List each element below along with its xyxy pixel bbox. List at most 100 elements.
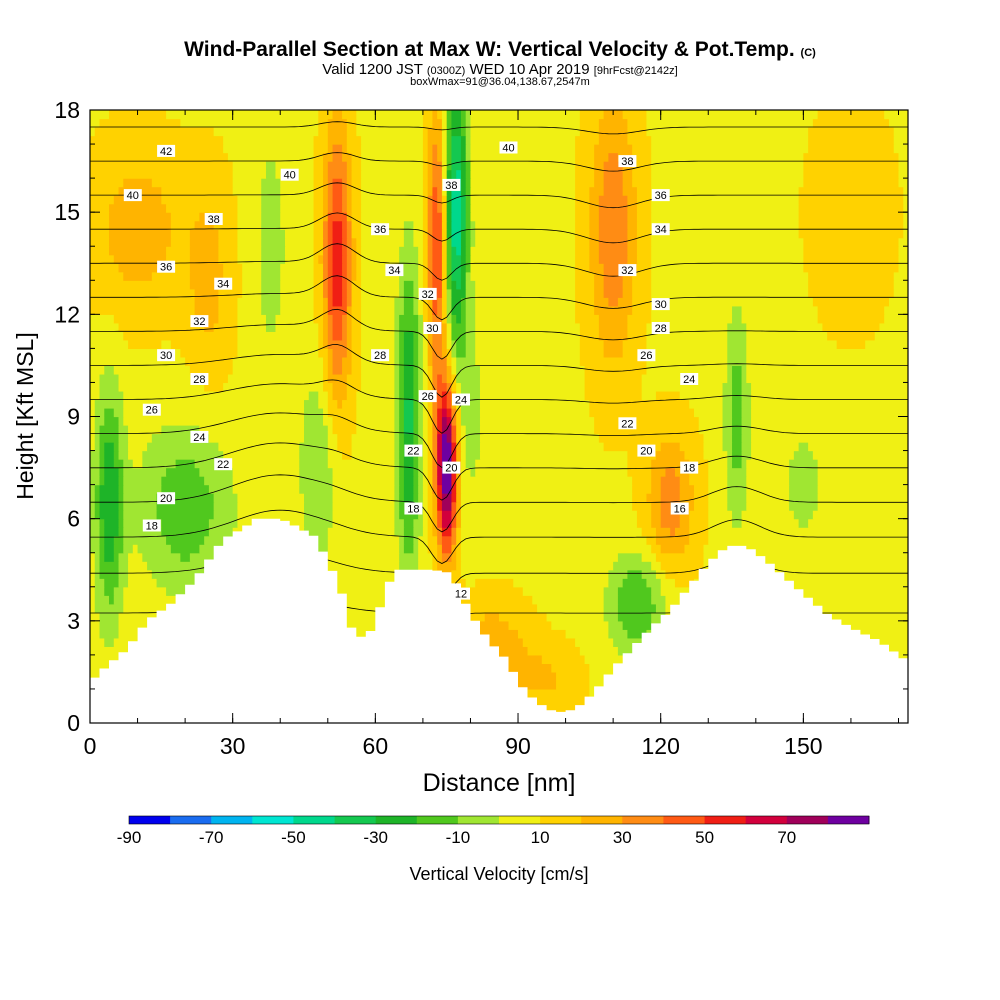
velocity-cell: [475, 331, 581, 341]
velocity-cell: [441, 339, 448, 349]
velocity-cell: [399, 271, 419, 281]
velocity-cell: [693, 578, 908, 588]
velocity-cell: [598, 220, 628, 230]
velocity-cell: [284, 237, 315, 247]
velocity-cell: [603, 280, 624, 290]
velocity-cell: [113, 450, 120, 460]
velocity-cell: [584, 373, 643, 384]
velocity-cell: [622, 271, 633, 281]
velocity-cell: [727, 348, 747, 358]
velocity-cell: [90, 612, 101, 622]
velocity-cell: [460, 246, 467, 256]
velocity-cell: [589, 407, 695, 418]
velocity-cell: [465, 263, 472, 273]
velocity-cell: [299, 467, 334, 477]
velocity-cell: [332, 356, 343, 367]
svg-text:16: 16: [674, 504, 686, 516]
velocity-cell: [460, 433, 467, 443]
velocity-cell: [427, 212, 434, 222]
velocity-cell: [660, 561, 705, 571]
velocity-cell: [475, 314, 576, 324]
velocity-cell: [636, 237, 652, 247]
velocity-cell: [732, 373, 743, 384]
velocity-cell: [351, 195, 362, 205]
velocity-cell: [156, 510, 215, 520]
velocity-cell: [342, 203, 348, 213]
velocity-cell: [451, 493, 457, 503]
velocity-cell: [166, 254, 191, 264]
velocity-cell: [741, 373, 747, 384]
velocity-cell: [237, 348, 319, 358]
velocity-cell: [432, 229, 443, 239]
velocity-cell: [313, 288, 324, 298]
velocity-cell: [693, 484, 709, 494]
velocity-cell: [90, 603, 96, 613]
velocity-cell: [104, 535, 115, 545]
velocity-cell: [817, 459, 908, 469]
velocity-cell: [118, 433, 129, 443]
velocity-cell: [751, 399, 908, 409]
velocity-cell: [451, 365, 457, 375]
velocity-cell: [161, 484, 210, 494]
velocity-cell: [99, 518, 105, 528]
velocity-cell: [346, 178, 353, 188]
title-unit: (C): [800, 47, 816, 59]
velocity-cell: [660, 484, 681, 494]
velocity-cell: [418, 459, 424, 469]
velocity-cell: [194, 288, 220, 298]
svg-text:30: 30: [655, 299, 667, 311]
velocity-cell: [598, 314, 628, 324]
velocity-cell: [418, 246, 424, 256]
velocity-cell: [451, 144, 462, 154]
velocity-cell: [99, 433, 120, 443]
velocity-cell: [446, 152, 453, 162]
velocity-cell: [232, 476, 300, 486]
velocity-cell: [346, 237, 353, 247]
velocity-cell: [427, 297, 434, 307]
velocity-cell: [441, 220, 448, 230]
velocity-cell: [808, 271, 895, 281]
velocity-cell: [651, 484, 662, 494]
velocity-cell: [199, 467, 234, 477]
colorbar-swatch: [416, 816, 459, 824]
velocity-cell: [579, 339, 605, 349]
velocity-cell: [470, 620, 510, 630]
velocity-cell: [356, 246, 362, 256]
velocity-cell: [128, 433, 153, 443]
velocity-cell: [470, 135, 576, 145]
velocity-cell: [90, 271, 124, 281]
velocity-cell: [175, 459, 196, 469]
velocity-cell: [479, 433, 600, 443]
velocity-cell: [451, 501, 457, 511]
velocity-cell: [422, 373, 429, 384]
velocity-cell: [441, 152, 448, 162]
velocity-cell: [460, 382, 481, 392]
isentrope-line: [90, 243, 908, 281]
velocity-cell: [99, 373, 120, 384]
velocity-cell: [432, 527, 438, 537]
velocity-cell: [898, 152, 908, 162]
velocity-cell: [613, 561, 652, 571]
velocity-cell: [413, 518, 424, 528]
velocity-cell: [437, 501, 443, 511]
velocity-cell: [812, 297, 890, 307]
velocity-cell: [128, 569, 153, 579]
velocity-cell: [456, 425, 462, 435]
velocity-cell: [446, 365, 453, 375]
velocity-cell: [332, 501, 395, 511]
velocity-cell: [456, 561, 462, 571]
velocity-cell: [323, 254, 329, 264]
forecast-info: [9hrFcst@2142z]: [593, 65, 678, 77]
isentrope-label: 34: [385, 264, 404, 277]
isentrope-label: 28: [371, 349, 390, 362]
velocity-cell: [460, 407, 481, 418]
velocity-cell: [361, 271, 400, 281]
velocity-cell: [437, 561, 457, 571]
velocity-cell: [394, 459, 400, 469]
velocity-cell: [232, 467, 300, 477]
velocity-cell: [432, 118, 443, 128]
velocity-cell: [327, 365, 334, 375]
velocity-cell: [822, 322, 881, 332]
velocity-cell: [413, 356, 419, 367]
isentrope-line: [90, 212, 908, 244]
